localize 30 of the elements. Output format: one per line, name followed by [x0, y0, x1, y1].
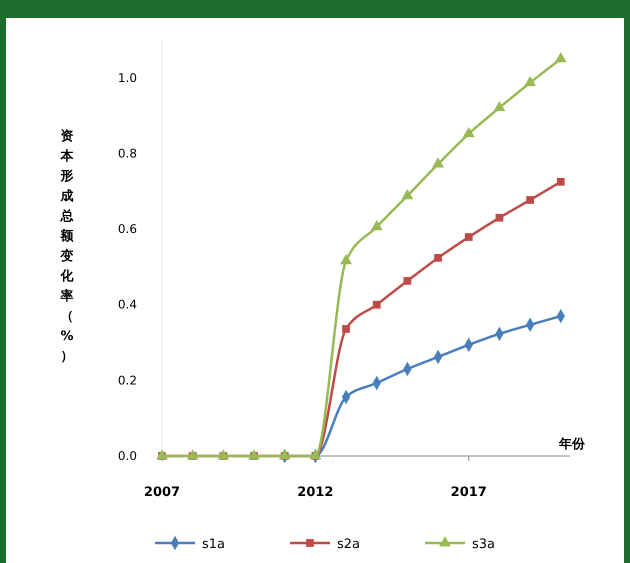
y-tick-label: 0.2 [118, 373, 137, 388]
point [464, 233, 473, 241]
point [402, 189, 414, 200]
text: 资本形成总额变化率（%） [60, 129, 74, 364]
point [434, 254, 442, 262]
point [432, 157, 444, 168]
point [554, 52, 567, 62]
y-tick-label: 0.4 [118, 298, 137, 312]
y-tick-label: 1.0 [118, 70, 137, 85]
point [526, 196, 534, 204]
point [496, 214, 504, 222]
point [524, 76, 536, 86]
y-tick-label: 0.0 [118, 449, 137, 463]
x-tick-label: 2007 [144, 485, 180, 500]
x-tick-label: 2017 [450, 485, 487, 500]
point [404, 277, 412, 285]
point [556, 178, 565, 186]
y-tick-label: 0.8 [118, 146, 137, 160]
legend-label: s2a [337, 537, 360, 552]
point [462, 126, 475, 138]
x-tick-label: 2012 [297, 485, 334, 500]
x-axis-title: 年份 [558, 437, 586, 452]
point [340, 254, 352, 264]
point [370, 220, 383, 230]
legend-label: s1a [202, 537, 226, 552]
y-tick-label: 0.6 [118, 222, 137, 236]
legend-label: s3a [472, 537, 496, 552]
point [494, 100, 506, 112]
point [372, 300, 381, 309]
point [342, 325, 350, 333]
